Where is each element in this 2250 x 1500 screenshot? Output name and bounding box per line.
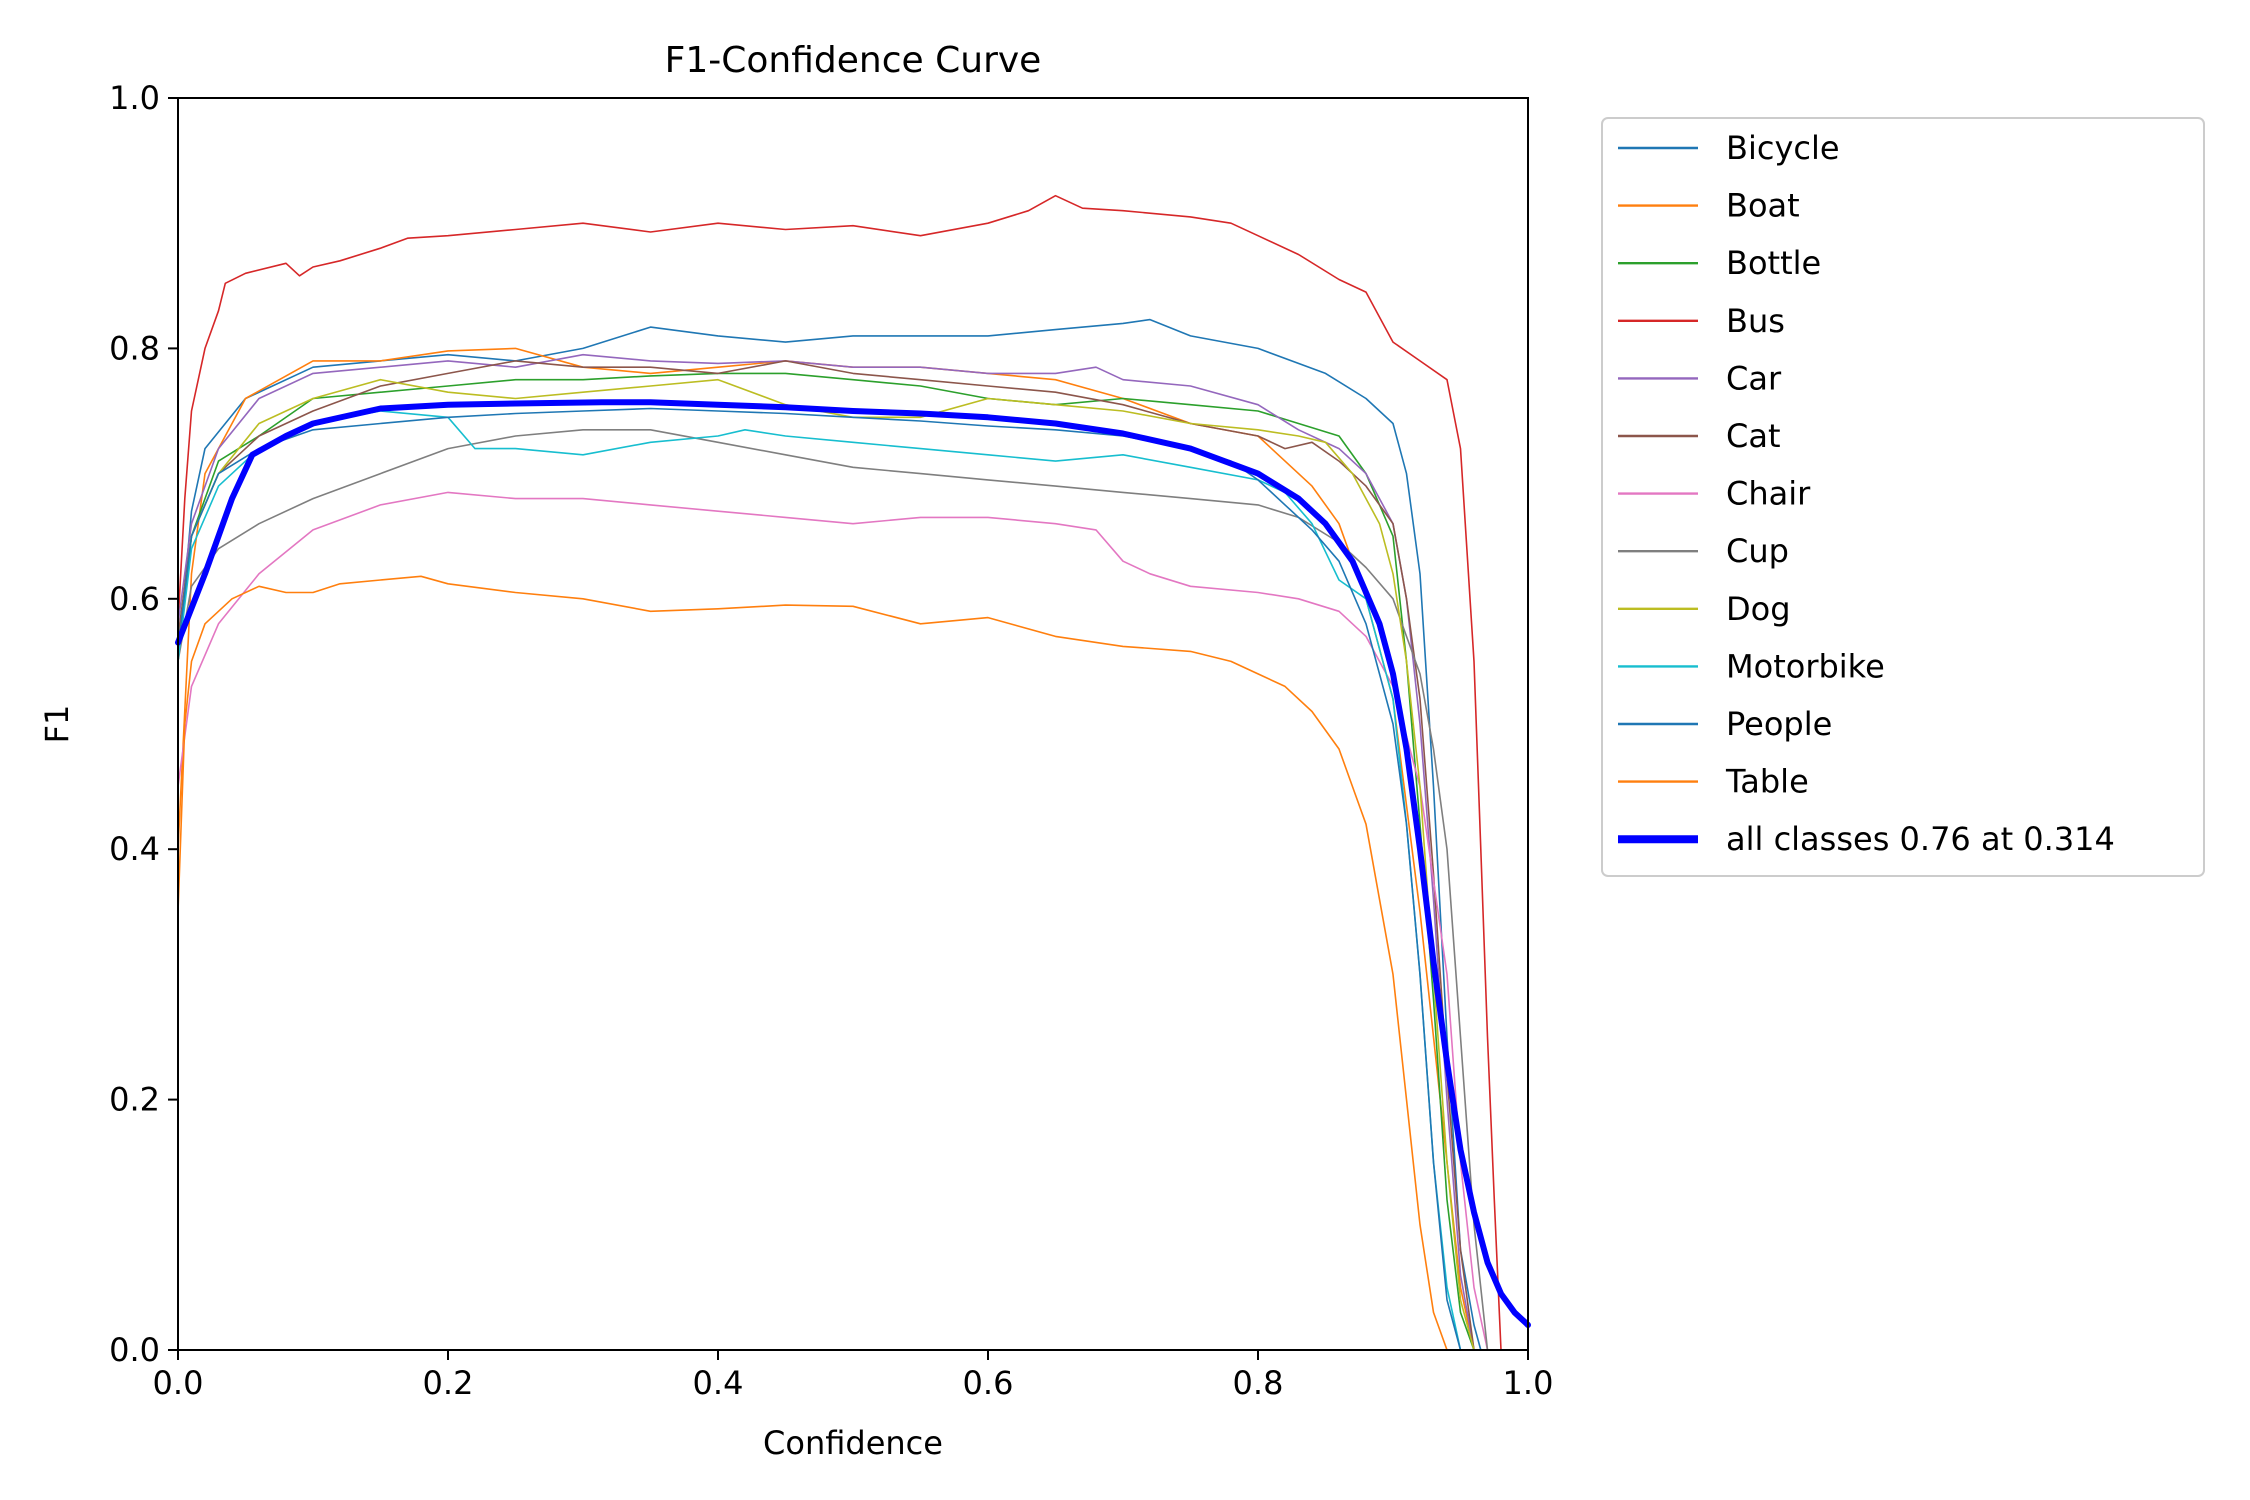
x-tick-label: 1.0	[1503, 1364, 1554, 1402]
series-line	[175, 399, 1531, 1328]
legend-label: Bicycle	[1726, 129, 1840, 167]
legend-label: Car	[1726, 359, 1782, 397]
series-line	[177, 491, 1489, 1351]
series-line	[177, 429, 1489, 1351]
x-tick-label: 0.4	[693, 1364, 744, 1402]
legend-label: Chair	[1726, 475, 1811, 513]
series-line	[177, 353, 1475, 1351]
legend-label: People	[1726, 705, 1832, 743]
series-line	[177, 318, 1482, 1351]
y-tick-label: 0.2	[109, 1081, 160, 1119]
series-line	[177, 194, 1502, 1351]
series-line	[177, 372, 1475, 1351]
series-line	[177, 407, 1462, 1351]
y-tick-label: 0.6	[109, 580, 160, 618]
legend-label: Table	[1725, 763, 1809, 801]
y-tick-label: 0.0	[109, 1331, 160, 1369]
legend-label: Boat	[1726, 187, 1800, 225]
series-line	[177, 347, 1475, 1351]
x-tick-label: 0.6	[963, 1364, 1014, 1402]
x-axis-label: Confidence	[763, 1424, 943, 1462]
series-line	[177, 575, 1448, 1351]
legend-label: Motorbike	[1726, 647, 1885, 685]
legend-label: Cat	[1726, 417, 1781, 455]
series-line	[177, 410, 1462, 1351]
x-tick-label: 0.8	[1233, 1364, 1284, 1402]
y-tick-label: 0.8	[109, 329, 160, 367]
series-line	[177, 360, 1475, 1351]
y-tick-label: 0.4	[109, 830, 160, 868]
y-tick-label: 1.0	[109, 79, 160, 117]
legend: Bicycle Boat Bottle Bus Car Cat Chair Cup Dog Mot…	[1601, 117, 2205, 877]
legend-label: all classes 0.76 at 0.314	[1726, 820, 2115, 858]
legend-box	[1601, 117, 2205, 877]
legend-label: Cup	[1726, 532, 1789, 570]
legend-label: Dog	[1726, 590, 1791, 628]
x-tick-label: 0.2	[423, 1364, 474, 1402]
y-axis: 0.0 0.2 0.4 0.6 0.8 1.0	[109, 79, 178, 1369]
x-axis: 0.0 0.2 0.4 0.6 0.8 1.0	[153, 1350, 1554, 1402]
plot-frame	[177, 97, 1529, 1351]
y-axis-label: F1	[38, 705, 76, 744]
legend-label: Bottle	[1726, 244, 1821, 282]
plot-lines	[175, 194, 1531, 1351]
series-line	[177, 378, 1475, 1351]
chart-title: F1-Confidence Curve	[665, 40, 1042, 81]
legend-label: Bus	[1726, 302, 1785, 340]
x-tick-label: 0.0	[153, 1364, 204, 1402]
